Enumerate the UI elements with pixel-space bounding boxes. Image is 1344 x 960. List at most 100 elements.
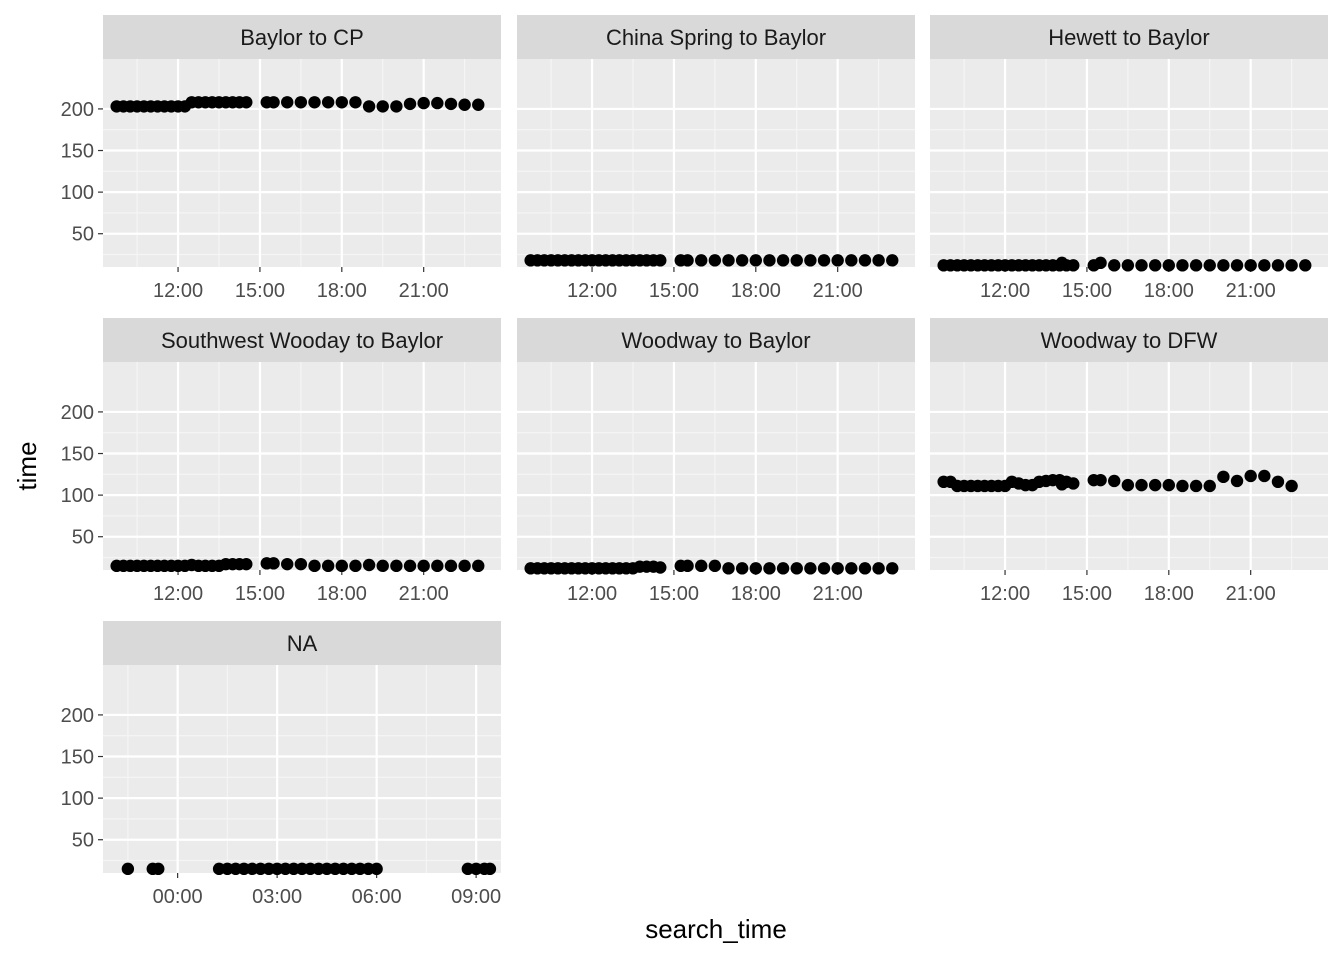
data-point [654,254,667,267]
data-point [695,254,708,267]
x-tick-label: 09:00 [451,886,501,908]
data-point [308,559,321,573]
x-tick-label: 18:00 [317,280,367,302]
data-point [403,559,417,573]
data-point [1189,479,1203,493]
facet-strip-label: Southwest Wooday to Baylor [161,328,443,353]
x-tick-label: 15:00 [649,583,699,605]
x-tick-label: 18:00 [1144,583,1194,605]
x-tick-label: 15:00 [1062,280,1112,302]
data-point [294,557,308,571]
facet-strip-label: Woodway to DFW [1041,328,1218,353]
x-tick-label: 12:00 [567,583,617,605]
data-point [1121,478,1135,492]
data-point [776,254,790,267]
data-point [362,558,376,572]
x-tick-label: 18:00 [731,280,781,302]
data-point [1230,474,1244,488]
data-point [349,559,362,573]
facet-strip [517,318,915,362]
data-point [735,562,749,575]
panel-background [930,59,1328,267]
panel-grid: Baylor to CP 50 100 150 200 12:00 15:00 18:00 21… [61,15,1328,908]
data-point [483,862,497,876]
data-points [937,469,1298,493]
data-point [444,559,458,573]
facet-strip [517,15,915,59]
facet-strip-label: Baylor to CP [240,25,364,50]
data-point [681,254,694,267]
data-point [804,562,817,575]
data-point [1108,474,1121,488]
data-point [763,562,776,575]
data-point [1285,479,1298,493]
data-point [267,96,280,109]
y-tick-label: 200 [61,99,94,121]
x-tick-label: 18:00 [731,583,781,605]
x-tick-label: 21:00 [399,280,449,302]
data-point [790,254,803,267]
y-tick-label: 200 [61,402,94,424]
x-tick-label: 21:00 [1226,583,1276,605]
data-point [1121,259,1135,272]
data-point [831,562,844,575]
data-point [845,254,858,267]
data-point [722,254,735,267]
facet-panel-china-spring-to-baylor: China Spring to Baylor 12:00 15:00 18:00 21:… [517,15,915,302]
x-tick-label: 15:00 [649,280,699,302]
data-point [1217,259,1230,272]
data-point [776,562,790,575]
y-tick-label: 100 [61,788,94,810]
x-tick-label: 21:00 [813,583,863,605]
data-point [349,96,362,109]
facet-strip [930,318,1328,362]
data-point [1162,259,1176,272]
x-tick-label: 12:00 [567,280,617,302]
data-point [804,254,817,267]
x-tick-label: 18:00 [1144,280,1194,302]
data-point [749,254,762,267]
x-tick-label: 03:00 [252,886,302,908]
x-tick-label: 18:00 [317,583,367,605]
x-tick-label: 12:00 [980,280,1030,302]
panel-background [103,59,501,267]
data-point [335,96,348,109]
data-point [1299,259,1312,272]
y-tick-label: 200 [61,705,94,727]
data-point [376,559,389,573]
data-point [121,862,135,876]
x-tick-label: 21:00 [1226,280,1276,302]
data-point [886,254,899,267]
y-tick-label: 150 [61,444,94,466]
data-point [370,862,383,876]
data-point [1094,473,1107,487]
data-point [708,254,722,267]
facet-strip [103,15,501,59]
data-points [937,256,1312,272]
facet-strip-label: Hewett to Baylor [1048,25,1209,50]
data-point [817,254,831,267]
x-axis-title: search_time [645,914,787,944]
facet-strip-label: Woodway to Baylor [621,328,810,353]
data-point [1230,259,1244,272]
facet-panel-hewett-to-baylor: Hewett to Baylor 12:00 15:00 18:00 21:00 [930,15,1328,302]
panel-background [103,362,501,570]
data-point [1176,479,1189,493]
data-point [845,562,858,575]
data-point [695,559,708,573]
data-point [267,557,280,570]
data-point [390,559,403,573]
data-point [1094,256,1107,270]
facet-strip-label: NA [287,631,318,656]
y-tick-label: 100 [61,485,94,507]
data-point [1135,259,1148,272]
data-point [403,97,417,111]
data-point [294,96,308,109]
x-tick-label: 21:00 [399,583,449,605]
x-tick-label: 15:00 [235,280,285,302]
facet-panel-na: NA 50 100 150 200 00:00 03:00 06:00 09:00 [61,621,501,908]
y-tick-label: 150 [61,747,94,769]
facet-panel-woodway-to-dfw: Woodway to DFW 12:00 15:00 18:00 21:00 [930,318,1328,605]
y-tick-label: 50 [72,224,94,246]
data-point [1271,259,1285,272]
